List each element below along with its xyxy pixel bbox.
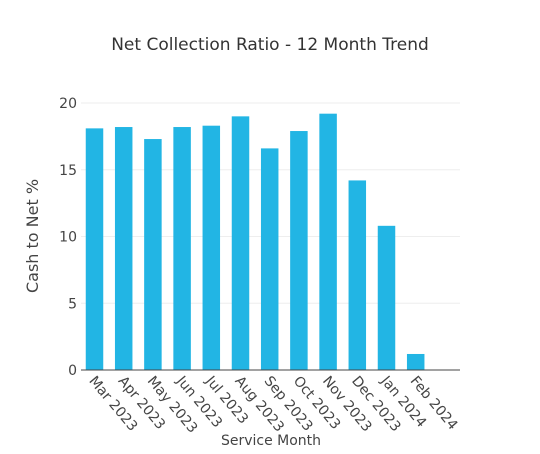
y-tick-label: 15 <box>59 163 77 179</box>
bar <box>202 125 221 370</box>
bar <box>348 180 367 370</box>
bar <box>85 128 104 370</box>
y-tick-label: 0 <box>68 363 77 379</box>
bar <box>319 113 337 371</box>
bar <box>114 127 133 370</box>
bars <box>85 113 425 371</box>
y-axis-ticks: 0 5 10 15 20 <box>59 96 77 379</box>
y-tick-label: 20 <box>59 96 77 112</box>
bar <box>144 139 162 370</box>
bar <box>173 127 191 370</box>
chart-title: Net Collection Ratio - 12 Month Trend <box>111 35 429 55</box>
bar <box>377 225 396 370</box>
y-axis-title: Cash to Net % <box>23 179 42 293</box>
y-tick-label: 10 <box>59 230 77 246</box>
x-axis-title: Service Month <box>221 433 321 449</box>
bar <box>260 148 279 370</box>
bar <box>290 131 308 370</box>
bar <box>231 116 250 370</box>
y-tick-label: 5 <box>68 296 77 312</box>
bar <box>406 353 425 370</box>
